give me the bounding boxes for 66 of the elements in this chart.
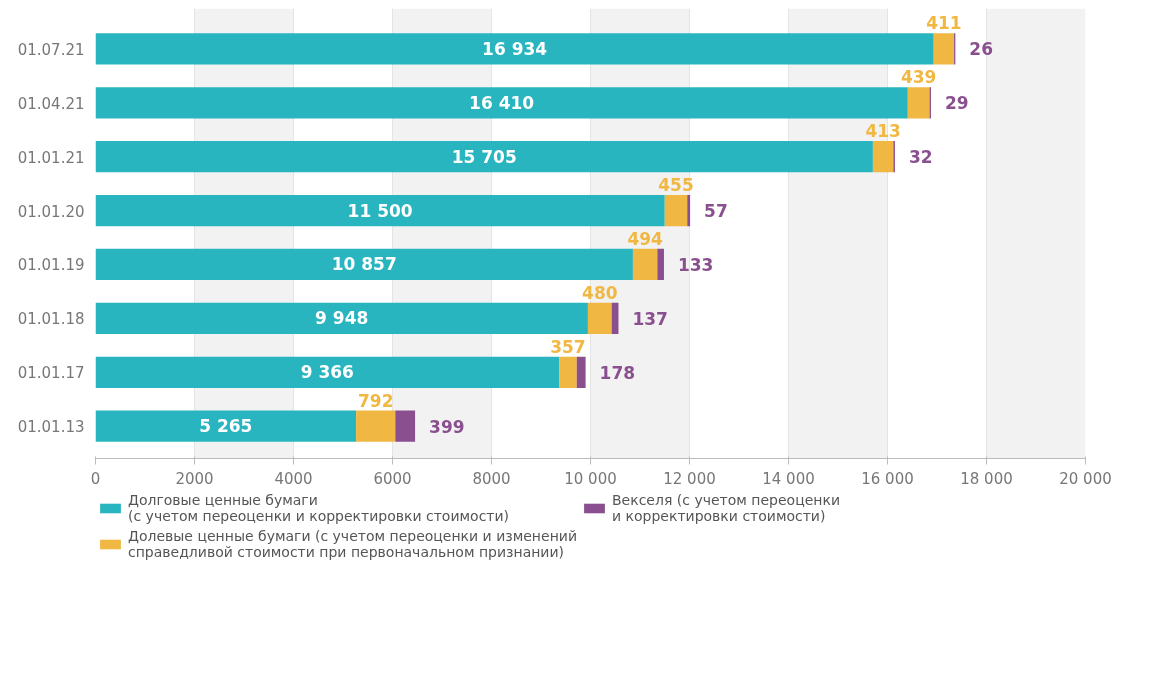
data-label: 178 — [599, 362, 636, 383]
bar — [687, 194, 691, 227]
data-label: 455 — [658, 174, 694, 195]
y-tick-label: 01.01.18 — [17, 310, 85, 329]
x-tick-label: 16 000 — [861, 469, 914, 488]
data-label: 133 — [677, 254, 714, 275]
data-label: 5 265 — [199, 416, 253, 437]
data-label: 413 — [865, 121, 901, 142]
bar — [95, 141, 873, 173]
legend-label: Долевые ценные бумаги (с учетом переоценки и изменений справедливой стоимости при первоначальном признании) — [128, 528, 577, 560]
x-tick-label: 18 000 — [960, 469, 1013, 488]
data-label: 11 500 — [347, 200, 413, 221]
data-label: 137 — [632, 308, 668, 329]
bar — [95, 356, 560, 388]
x-tick-label: 8000 — [472, 469, 511, 488]
data-label: 16 410 — [469, 92, 535, 113]
y-tick-label: 01.01.20 — [17, 202, 85, 221]
y-tick-label: 01.04.21 — [17, 94, 85, 113]
data-label: 57 — [704, 201, 728, 222]
bar — [933, 33, 955, 65]
bar — [907, 87, 930, 119]
bar — [395, 410, 416, 442]
x-tick-label: 14 000 — [762, 469, 815, 488]
data-label: 792 — [357, 390, 394, 411]
data-label: 32 — [908, 147, 933, 168]
bar — [664, 194, 688, 227]
data-label: 9 366 — [300, 362, 354, 383]
bar — [632, 248, 658, 281]
data-label: 399 — [429, 416, 465, 437]
data-label: 439 — [900, 67, 937, 88]
bar — [356, 410, 396, 442]
bar — [95, 302, 588, 335]
x-tick-label: 2000 — [175, 469, 214, 488]
data-label: 494 — [627, 228, 664, 249]
data-label: 411 — [926, 13, 962, 34]
y-tick-label: 01.01.21 — [17, 148, 85, 167]
bar — [576, 356, 586, 388]
x-tick-label: 10 000 — [564, 469, 617, 488]
bar — [95, 410, 357, 442]
bar — [657, 248, 664, 281]
data-label: 15 705 — [451, 146, 517, 167]
data-label: 480 — [582, 282, 618, 303]
data-label: 10 857 — [331, 254, 397, 275]
bar — [95, 87, 908, 119]
x-tick-label: 20 000 — [1059, 469, 1112, 488]
legend-label: Долговые ценные бумаги (с учетом переоценки и корректировки стоимости) — [128, 492, 511, 524]
legend-label: Векселя (с учетом переоценки и корректировки стоимости) — [612, 492, 841, 524]
bar — [95, 194, 665, 227]
x-tick-label: 12 000 — [663, 469, 716, 488]
bar — [587, 302, 612, 335]
data-label: 26 — [969, 39, 994, 60]
x-tick-label: 0 — [90, 469, 101, 488]
data-label: 29 — [944, 93, 969, 114]
data-label: 16 934 — [482, 38, 548, 59]
data-label: 9 948 — [315, 308, 369, 329]
x-tick-label: 6000 — [373, 469, 412, 488]
bar — [559, 356, 577, 388]
y-tick-label: 01.01.13 — [17, 418, 85, 437]
x-tick-label: 4000 — [274, 469, 313, 488]
y-tick-label: 01.07.21 — [17, 40, 85, 59]
data-label: 357 — [550, 336, 586, 357]
bar — [95, 33, 934, 65]
y-tick-label: 01.01.17 — [17, 364, 85, 383]
bar — [872, 141, 894, 173]
y-tick-label: 01.01.19 — [17, 256, 85, 275]
bar — [95, 248, 633, 281]
